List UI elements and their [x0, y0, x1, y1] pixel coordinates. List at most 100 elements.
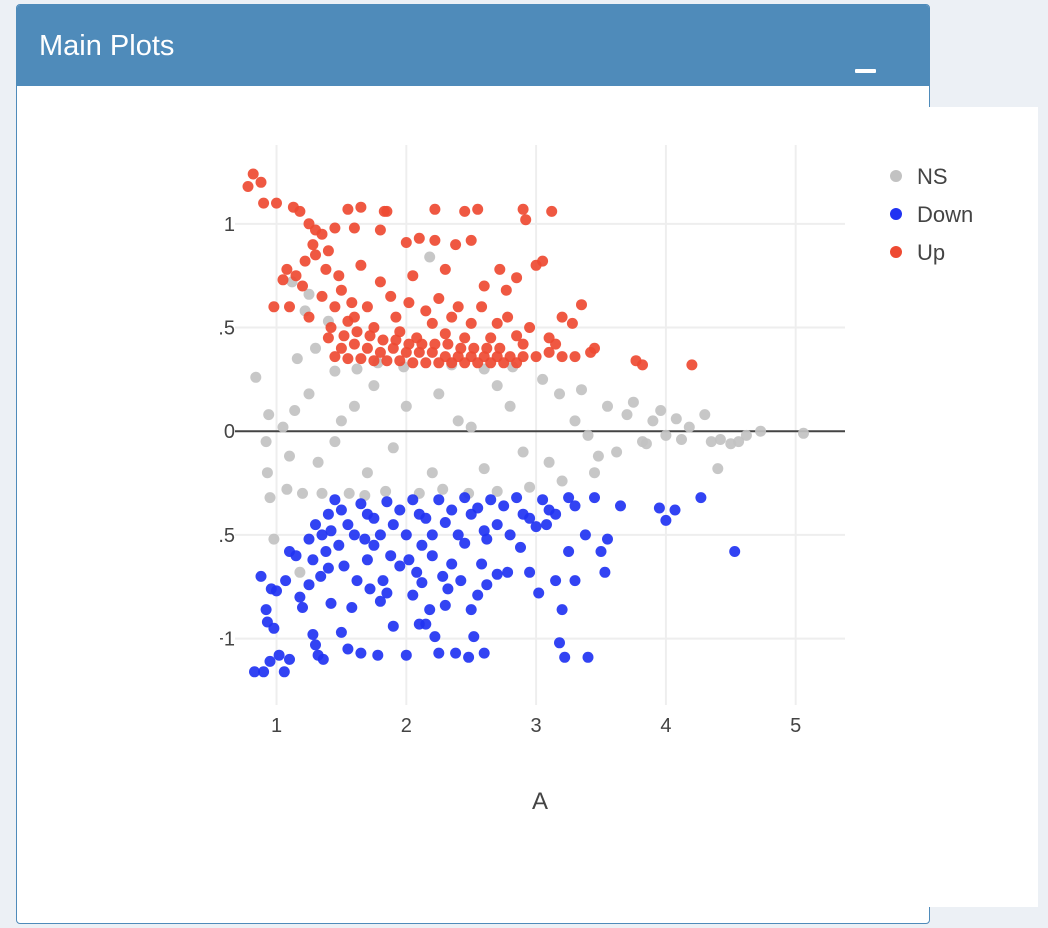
point-up[interactable] [281, 263, 293, 275]
point-down[interactable] [325, 525, 337, 537]
point-ns[interactable] [592, 450, 604, 462]
point-up[interactable] [569, 351, 581, 363]
point-down[interactable] [297, 602, 308, 613]
point-down[interactable] [372, 649, 384, 661]
point-ns[interactable] [660, 429, 672, 441]
point-up[interactable] [403, 338, 415, 350]
point-down[interactable] [442, 583, 454, 595]
point-down[interactable] [416, 539, 428, 551]
point-up[interactable] [439, 263, 451, 275]
point-down[interactable] [307, 629, 319, 640]
point-down[interactable] [255, 570, 267, 582]
point-down[interactable] [559, 651, 571, 663]
point-down[interactable] [335, 626, 347, 638]
point-up[interactable] [348, 311, 360, 323]
point-ns[interactable] [602, 400, 613, 412]
point-ns[interactable] [303, 388, 315, 400]
point-down[interactable] [284, 653, 295, 665]
point-down[interactable] [599, 566, 611, 578]
point-up[interactable] [491, 317, 503, 329]
point-up[interactable] [394, 326, 406, 338]
point-up[interactable] [394, 355, 406, 367]
point-ns[interactable] [380, 485, 392, 497]
point-down[interactable] [459, 492, 471, 504]
point-up[interactable] [364, 330, 376, 342]
point-down[interactable] [394, 560, 406, 572]
point-down[interactable] [387, 620, 399, 632]
point-down[interactable] [450, 647, 462, 659]
point-down[interactable] [394, 504, 406, 516]
point-up[interactable] [520, 214, 532, 226]
point-up[interactable] [368, 322, 380, 333]
point-down[interactable] [307, 554, 319, 566]
point-down[interactable] [524, 566, 536, 578]
point-up[interactable] [550, 338, 562, 350]
point-down[interactable] [439, 599, 451, 611]
point-down[interactable] [463, 651, 475, 663]
point-ns[interactable] [465, 421, 477, 433]
point-ns[interactable] [260, 436, 272, 448]
point-down[interactable] [452, 529, 464, 541]
point-up[interactable] [500, 284, 512, 296]
point-down[interactable] [695, 492, 707, 504]
point-down[interactable] [429, 631, 441, 643]
point-down[interactable] [433, 647, 445, 659]
point-up[interactable] [576, 299, 587, 311]
point-up[interactable] [325, 322, 337, 333]
point-ns[interactable] [589, 467, 600, 479]
point-down[interactable] [316, 529, 328, 541]
point-down[interactable] [439, 517, 451, 528]
point-down[interactable] [322, 562, 334, 574]
point-down[interactable] [491, 568, 503, 580]
point-down[interactable] [317, 653, 329, 665]
point-up[interactable] [439, 328, 451, 340]
point-down[interactable] [320, 546, 332, 557]
point-up[interactable] [589, 342, 600, 354]
point-up[interactable] [342, 203, 354, 215]
point-up[interactable] [381, 205, 393, 217]
point-ns[interactable] [291, 353, 303, 365]
point-down[interactable] [322, 508, 334, 520]
point-down[interactable] [485, 494, 497, 506]
point-down[interactable] [273, 649, 285, 661]
point-up[interactable] [530, 351, 542, 363]
point-up[interactable] [478, 280, 490, 292]
point-up[interactable] [429, 234, 441, 246]
point-up[interactable] [255, 176, 267, 188]
point-down[interactable] [416, 577, 428, 589]
point-up[interactable] [307, 239, 319, 251]
point-ns[interactable] [517, 446, 529, 458]
point-up[interactable] [335, 284, 347, 296]
point-up[interactable] [368, 355, 380, 367]
point-ns[interactable] [452, 415, 464, 427]
point-up[interactable] [413, 346, 425, 358]
point-ns[interactable] [740, 429, 752, 441]
point-down[interactable] [660, 514, 672, 526]
point-down[interactable] [550, 508, 562, 520]
point-down[interactable] [602, 533, 613, 545]
point-down[interactable] [359, 533, 371, 545]
point-up[interactable] [310, 249, 321, 261]
point-ns[interactable] [433, 388, 445, 400]
point-up[interactable] [459, 332, 471, 344]
point-down[interactable] [669, 504, 681, 516]
point-ns[interactable] [621, 409, 633, 421]
point-ns[interactable] [351, 363, 363, 375]
point-down[interactable] [569, 500, 581, 512]
point-down[interactable] [342, 519, 354, 531]
point-up[interactable] [400, 346, 412, 358]
point-up[interactable] [355, 353, 367, 365]
point-up[interactable] [416, 338, 428, 350]
point-down[interactable] [653, 502, 665, 514]
point-ns[interactable] [537, 373, 549, 385]
point-ns[interactable] [504, 400, 516, 412]
point-down[interactable] [355, 498, 367, 510]
point-down[interactable] [368, 512, 380, 524]
point-up[interactable] [294, 205, 306, 217]
point-up[interactable] [284, 301, 295, 313]
point-down[interactable] [385, 550, 397, 562]
point-ns[interactable] [312, 456, 324, 468]
point-up[interactable] [459, 205, 471, 217]
point-up[interactable] [346, 297, 358, 309]
